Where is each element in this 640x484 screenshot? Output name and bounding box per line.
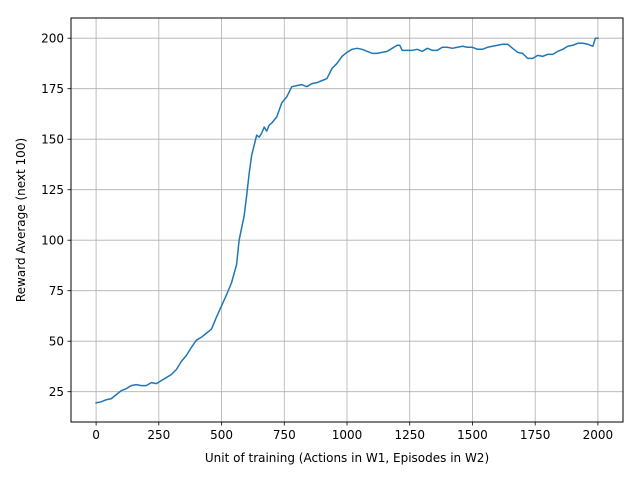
x-tick-label: 500 bbox=[210, 428, 233, 442]
x-tick-label: 2000 bbox=[583, 428, 614, 442]
grid-lines bbox=[71, 18, 623, 422]
y-tick-label: 175 bbox=[41, 82, 64, 96]
plot-area bbox=[95, 37, 599, 404]
y-tick-label: 200 bbox=[41, 32, 64, 46]
x-tick-label: 0 bbox=[92, 428, 100, 442]
y-tick-label: 125 bbox=[41, 183, 64, 197]
x-axis-label: Unit of training (Actions in W1, Episode… bbox=[205, 451, 489, 465]
x-tick-label: 250 bbox=[147, 428, 170, 442]
x-tick-label: 750 bbox=[273, 428, 296, 442]
y-tick-label: 25 bbox=[49, 385, 64, 399]
x-tick-label: 1000 bbox=[332, 428, 363, 442]
y-tick-label: 100 bbox=[41, 234, 64, 248]
y-tick-label: 50 bbox=[49, 335, 64, 349]
y-axis-label: Reward Average (next 100) bbox=[14, 138, 28, 302]
x-tick-label: 1500 bbox=[457, 428, 488, 442]
y-tick-label: 75 bbox=[49, 284, 64, 298]
series-line-0 bbox=[95, 37, 599, 404]
y-tick-label: 150 bbox=[41, 133, 64, 147]
axis-ticks: 0 250 500 750 1000 1250 1500 1750 2000 25 50 75 100 1… bbox=[41, 32, 613, 442]
x-tick-label: 1750 bbox=[520, 428, 551, 442]
x-tick-label: 1250 bbox=[394, 428, 425, 442]
